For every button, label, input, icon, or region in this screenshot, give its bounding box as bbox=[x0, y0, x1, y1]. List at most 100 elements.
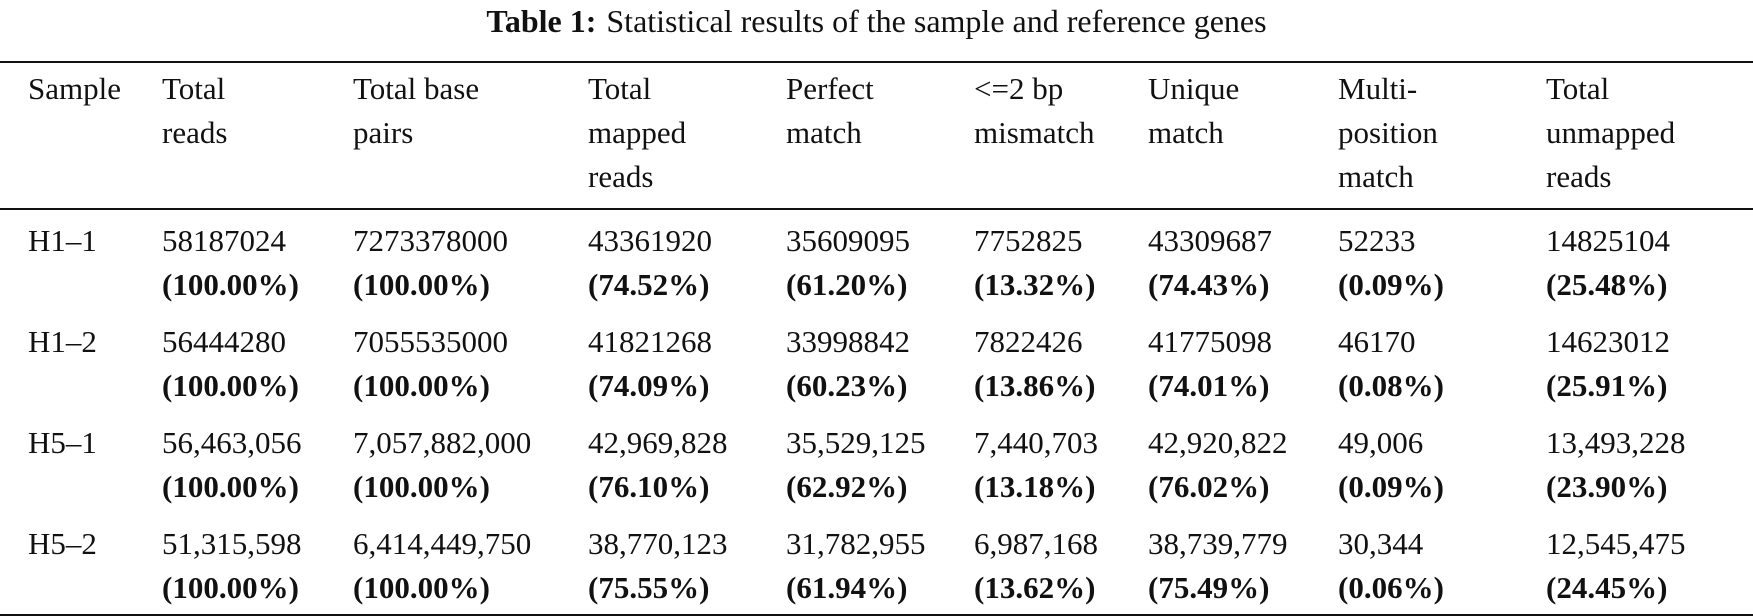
header-cell: <=2 bp mismatch bbox=[974, 62, 1148, 209]
data-cell: 7055535000 (100.00%) bbox=[353, 311, 588, 412]
count: 7822426 bbox=[974, 324, 1083, 359]
count: 33998842 bbox=[786, 324, 910, 359]
sample-cell: H1–2 bbox=[28, 324, 97, 359]
count: 30,344 bbox=[1338, 526, 1424, 561]
header-text: reads bbox=[1546, 159, 1612, 194]
header-cell: Total unmapped reads bbox=[1546, 62, 1753, 209]
sample-cell: H5–2 bbox=[28, 526, 97, 561]
data-cell: 41775098 (74.01%) bbox=[1148, 311, 1338, 412]
percent: (100.00%) bbox=[353, 469, 490, 504]
count: 14825104 bbox=[1546, 223, 1670, 258]
count: 6,987,168 bbox=[974, 526, 1098, 561]
table-row: H5–1 56,463,056 (100.00%) 7,057,882,000 (100… bbox=[0, 412, 1753, 513]
percent: (74.01%) bbox=[1148, 368, 1270, 403]
percent: (23.90%) bbox=[1546, 469, 1668, 504]
percent: (25.48%) bbox=[1546, 267, 1668, 302]
data-cell: 43361920 (74.52%) bbox=[588, 209, 786, 311]
percent: (100.00%) bbox=[162, 368, 299, 403]
data-cell: 30,344 (0.06%) bbox=[1338, 513, 1546, 615]
header-cell: Total reads bbox=[162, 62, 353, 209]
header-cell: Multi-position match bbox=[1338, 62, 1546, 209]
percent: (76.10%) bbox=[588, 469, 710, 504]
header-cell: Unique match bbox=[1148, 62, 1338, 209]
percent: (60.23%) bbox=[786, 368, 908, 403]
header-text: Total bbox=[162, 71, 226, 106]
percent: (74.52%) bbox=[588, 267, 710, 302]
header-text: Total bbox=[1546, 71, 1610, 106]
data-cell: 6,987,168 (13.62%) bbox=[974, 513, 1148, 615]
percent: (100.00%) bbox=[162, 570, 299, 605]
count: 14623012 bbox=[1546, 324, 1670, 359]
percent: (74.09%) bbox=[588, 368, 710, 403]
data-cell: 43309687 (74.43%) bbox=[1148, 209, 1338, 311]
count: 7752825 bbox=[974, 223, 1083, 258]
count: 52233 bbox=[1338, 223, 1416, 258]
data-cell: 58187024 (100.00%) bbox=[162, 209, 353, 311]
percent: (74.43%) bbox=[1148, 267, 1270, 302]
header-text: match bbox=[1338, 159, 1414, 194]
percent: (100.00%) bbox=[162, 267, 299, 302]
count: 7,440,703 bbox=[974, 425, 1098, 460]
header-cell: Perfect match bbox=[786, 62, 974, 209]
header-text: reads bbox=[588, 159, 654, 194]
table: Sample Total reads Total base pairs Total mapp… bbox=[0, 61, 1753, 616]
percent: (100.00%) bbox=[353, 267, 490, 302]
table-row: H5–2 51,315,598 (100.00%) 6,414,449,750 (100… bbox=[0, 513, 1753, 615]
header-row: Sample Total reads Total base pairs Total mapp… bbox=[0, 62, 1753, 209]
percent: (75.55%) bbox=[588, 570, 710, 605]
header-text: Total base bbox=[353, 71, 480, 106]
header-text: unmapped bbox=[1546, 115, 1676, 150]
data-cell: 49,006 (0.09%) bbox=[1338, 412, 1546, 513]
percent: (0.08%) bbox=[1338, 368, 1444, 403]
header-text: mapped bbox=[588, 115, 687, 150]
percent: (0.09%) bbox=[1338, 469, 1444, 504]
data-cell: 7273378000 (100.00%) bbox=[353, 209, 588, 311]
data-cell: 42,920,822 (76.02%) bbox=[1148, 412, 1338, 513]
data-cell: 46170 (0.08%) bbox=[1338, 311, 1546, 412]
data-cell: 7,440,703 (13.18%) bbox=[974, 412, 1148, 513]
header-text: <=2 bp bbox=[974, 71, 1064, 106]
data-cell: 38,770,123 (75.55%) bbox=[588, 513, 786, 615]
header-text: Perfect bbox=[786, 71, 874, 106]
caption-text: Statistical results of the sample and re… bbox=[606, 3, 1267, 39]
header-text: position bbox=[1338, 115, 1438, 150]
count: 7273378000 bbox=[353, 223, 508, 258]
count: 7055535000 bbox=[353, 324, 508, 359]
percent: (61.20%) bbox=[786, 267, 908, 302]
percent: (13.86%) bbox=[974, 368, 1096, 403]
percent: (13.32%) bbox=[974, 267, 1096, 302]
percent: (0.06%) bbox=[1338, 570, 1444, 605]
percent: (25.91%) bbox=[1546, 368, 1668, 403]
data-cell: 33998842 (60.23%) bbox=[786, 311, 974, 412]
header-text: match bbox=[786, 115, 862, 150]
data-cell: 41821268 (74.09%) bbox=[588, 311, 786, 412]
data-cell: 51,315,598 (100.00%) bbox=[162, 513, 353, 615]
count: 42,920,822 bbox=[1148, 425, 1288, 460]
count: 6,414,449,750 bbox=[353, 526, 532, 561]
count: 56,463,056 bbox=[162, 425, 302, 460]
percent: (100.00%) bbox=[162, 469, 299, 504]
count: 56444280 bbox=[162, 324, 286, 359]
data-cell: 6,414,449,750 (100.00%) bbox=[353, 513, 588, 615]
count: 51,315,598 bbox=[162, 526, 302, 561]
percent: (13.62%) bbox=[974, 570, 1096, 605]
percent: (100.00%) bbox=[353, 570, 490, 605]
data-cell: 35609095 (61.20%) bbox=[786, 209, 974, 311]
count: 31,782,955 bbox=[786, 526, 926, 561]
percent: (76.02%) bbox=[1148, 469, 1270, 504]
table-row: H1–1 58187024 (100.00%) 7273378000 (100.00%)… bbox=[0, 209, 1753, 311]
percent: (62.92%) bbox=[786, 469, 908, 504]
header-text: Unique bbox=[1148, 71, 1240, 106]
count: 43309687 bbox=[1148, 223, 1272, 258]
data-cell: 42,969,828 (76.10%) bbox=[588, 412, 786, 513]
header-cell: Sample bbox=[0, 62, 162, 209]
count: 41821268 bbox=[588, 324, 712, 359]
data-cell: 52233 (0.09%) bbox=[1338, 209, 1546, 311]
header-cell: Total mapped reads bbox=[588, 62, 786, 209]
table-row: H1–2 56444280 (100.00%) 7055535000 (100.00%)… bbox=[0, 311, 1753, 412]
count: 38,739,779 bbox=[1148, 526, 1288, 561]
data-cell: 7822426 (13.86%) bbox=[974, 311, 1148, 412]
data-cell: 12,545,475 (24.45%) bbox=[1546, 513, 1753, 615]
caption: Table 1: Statistical results of the sampl… bbox=[0, 0, 1753, 50]
